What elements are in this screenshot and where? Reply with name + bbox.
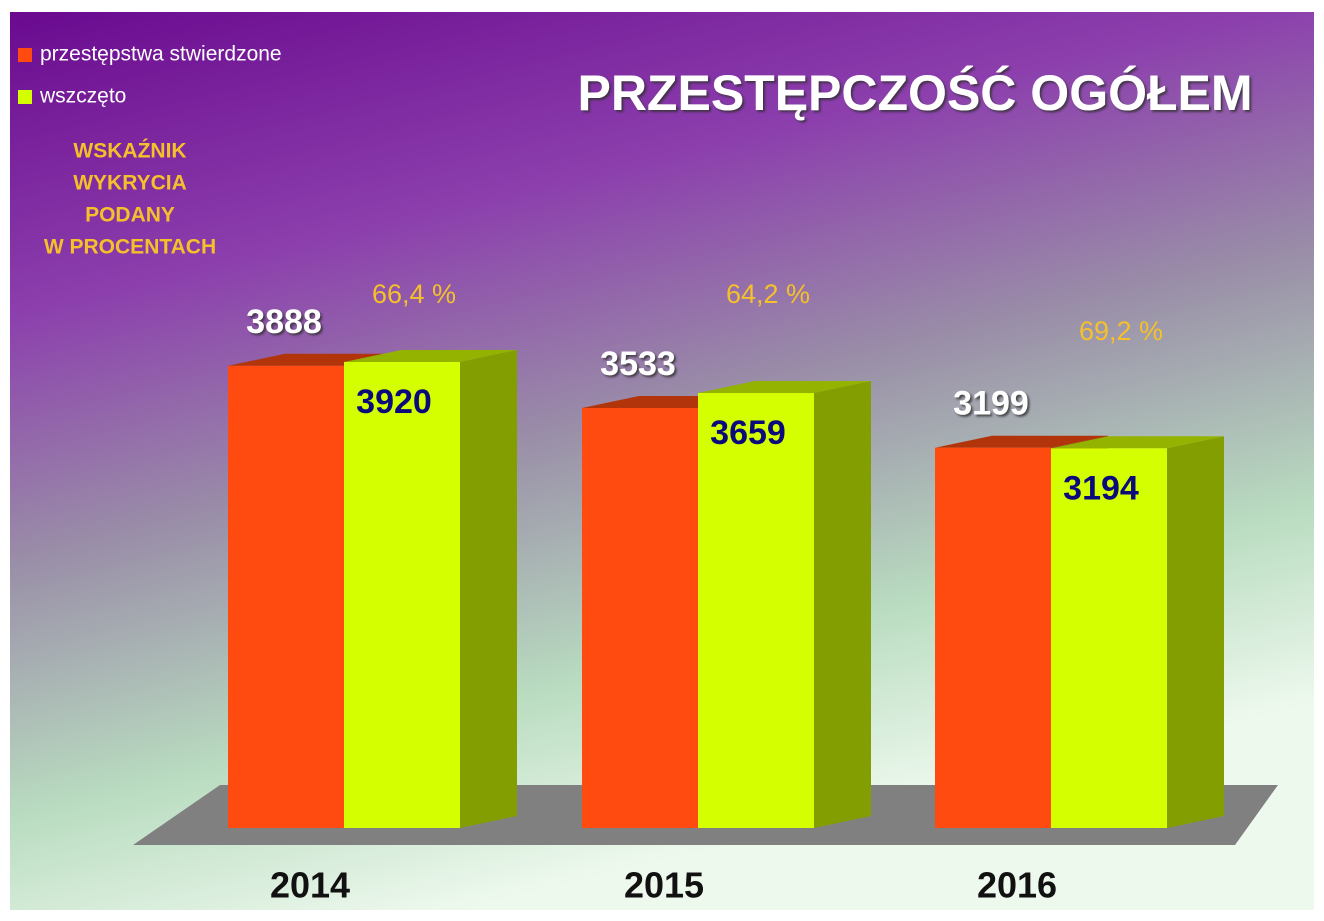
data-label: 3533: [600, 345, 676, 383]
bar: [582, 408, 698, 828]
bar: [935, 447, 1051, 828]
data-label: 3194: [1063, 469, 1139, 507]
legend-label: przestępstwa stwierdzone: [40, 43, 282, 66]
chart-title: PRZESTĘPCZOŚĆ OGÓŁEM: [577, 65, 1252, 121]
x-tick-label: 2014: [270, 865, 350, 906]
rate-label: 69,2 %: [1079, 316, 1163, 346]
annotation: WSKAŹNIK: [73, 140, 186, 163]
bar-side: [460, 350, 517, 828]
data-label: 3199: [953, 385, 1029, 423]
rate-label: 66,4 %: [372, 279, 456, 309]
legend-label: wszczęto: [39, 85, 126, 108]
x-tick-label: 2016: [977, 865, 1057, 906]
bar: [344, 362, 460, 828]
bar: [228, 365, 344, 828]
bar-side: [814, 381, 871, 828]
x-tick-label: 2015: [624, 865, 704, 906]
data-label: 3920: [356, 383, 432, 421]
bar-top: [1051, 436, 1224, 449]
bar: [698, 393, 814, 828]
annotation: PODANY: [85, 204, 175, 227]
bar-top: [344, 350, 517, 362]
data-label: 3659: [710, 414, 786, 452]
bar: [1051, 448, 1167, 828]
bar-top: [935, 435, 1108, 448]
legend-swatch: [18, 48, 32, 62]
data-label: 3888: [246, 303, 322, 341]
annotation: WYKRYCIA: [73, 172, 187, 195]
annotation: W PROCENTACH: [44, 236, 216, 259]
legend-swatch: [18, 90, 32, 104]
rate-label: 64,2 %: [726, 279, 810, 309]
bar-side: [1167, 436, 1224, 828]
bar-top: [698, 381, 871, 394]
